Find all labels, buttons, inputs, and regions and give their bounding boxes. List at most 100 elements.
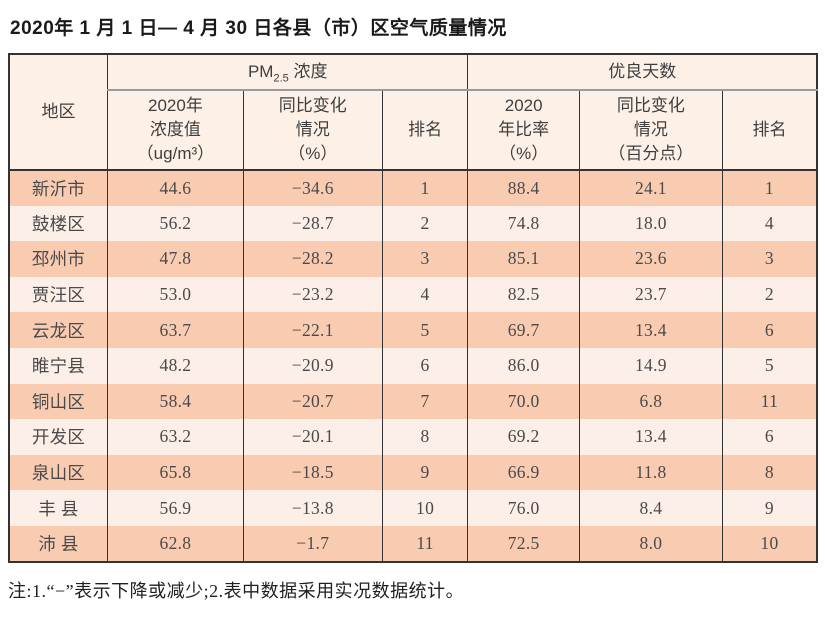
- cell-days-rank: 5: [721, 347, 818, 384]
- cell-region: 贾汪区: [8, 276, 109, 313]
- cell-days-change: 13.4: [578, 419, 723, 455]
- table-row: 开发区 63.2 −20.1 8 69.2 13.4 6: [8, 419, 818, 455]
- cell-region: 鼓楼区: [8, 205, 109, 242]
- header-days-ratio: 2020 年比率 （%）: [467, 90, 580, 171]
- cell-pm-change: −23.2: [242, 276, 383, 313]
- cell-pm-change: −28.7: [242, 205, 383, 242]
- cell-days-change: 23.6: [578, 241, 723, 277]
- cell-pm-change: −18.5: [242, 454, 383, 491]
- cell-days-change: 14.9: [578, 347, 723, 384]
- footnote: 注:1.“−”表示下降或减少;2.表中数据采用实况数据统计。: [8, 580, 465, 601]
- cell-pm-value: 56.2: [107, 205, 244, 242]
- air-quality-table: 地区 PM2.5 浓度 优良天数 2020年 浓度值 （ug/m³） 同比变化 …: [8, 53, 818, 563]
- cell-days-rank: 8: [721, 454, 818, 491]
- header-pm-value: 2020年 浓度值 （ug/m³）: [107, 90, 244, 171]
- table-row: 铜山区 58.4 −20.7 7 70.0 6.8 11: [8, 383, 818, 420]
- table-row: 沛 县 62.8 −1.7 11 72.5 8.0 10: [8, 525, 818, 562]
- cell-days-rank: 2: [721, 276, 818, 313]
- cell-region: 云龙区: [8, 312, 109, 348]
- cell-days-ratio: 86.0: [467, 347, 580, 384]
- cell-days-ratio: 76.0: [467, 490, 580, 526]
- pm25-suffix: 浓度: [288, 62, 328, 82]
- table-row: 丰 县 56.9 −13.8 10 76.0 8.4 9: [8, 490, 818, 526]
- table-row: 贾汪区 53.0 −23.2 4 82.5 23.7 2: [8, 276, 818, 313]
- cell-days-change: 18.0: [578, 205, 723, 242]
- cell-pm-value: 44.6: [107, 170, 244, 206]
- pm25-subscript: 2.5: [273, 72, 289, 85]
- cell-pm-change: −20.9: [242, 347, 383, 384]
- cell-days-ratio: 70.0: [467, 383, 580, 420]
- cell-days-rank: 3: [721, 241, 818, 277]
- header-days-rank: 排名: [721, 90, 818, 171]
- page-title: 2020年 1 月 1 日— 4 月 30 日各县（市）区空气质量情况: [10, 18, 507, 39]
- header-group-row: 地区 PM2.5 浓度 优良天数: [8, 54, 818, 171]
- header-pm-rank: 排名: [381, 90, 469, 171]
- cell-pm-value: 63.7: [107, 312, 244, 348]
- cell-region: 开发区: [8, 419, 109, 455]
- cell-region: 睢宁县: [8, 347, 109, 384]
- cell-pm-rank: 2: [381, 205, 469, 242]
- header-pm-change: 同比变化 情况 （%）: [242, 90, 383, 171]
- cell-pm-value: 56.9: [107, 490, 244, 526]
- cell-pm-change: −1.7: [242, 525, 383, 562]
- table-body: 新沂市 44.6 −34.6 1 88.4 24.1 1 鼓楼区 56.2 −28.7 2 74.8 1…: [8, 170, 818, 562]
- cell-days-rank: 11: [721, 383, 818, 420]
- table-row: 睢宁县 48.2 −20.9 6 86.0 14.9 5: [8, 347, 818, 384]
- cell-region: 泉山区: [8, 454, 109, 491]
- cell-days-ratio: 69.7: [467, 312, 580, 348]
- cell-pm-change: −20.7: [242, 383, 383, 420]
- cell-days-change: 6.8: [578, 383, 723, 420]
- cell-pm-change: −28.2: [242, 241, 383, 277]
- cell-pm-rank: 5: [381, 312, 469, 348]
- cell-days-rank: 6: [721, 419, 818, 455]
- cell-days-ratio: 74.8: [467, 205, 580, 242]
- header-sub-row: 2020年 浓度值 （ug/m³） 同比变化 情况 （%） 排名 2020 年比…: [9, 90, 818, 171]
- cell-days-change: 11.8: [578, 454, 723, 491]
- table-header: 地区 PM2.5 浓度 优良天数 2020年 浓度值 （ug/m³） 同比变化 …: [8, 54, 818, 171]
- header-region: 地区: [8, 54, 109, 171]
- cell-pm-rank: 11: [381, 525, 469, 562]
- cell-days-rank: 9: [721, 490, 818, 526]
- cell-pm-rank: 4: [381, 276, 469, 313]
- cell-days-change: 8.0: [578, 525, 723, 562]
- cell-pm-value: 53.0: [107, 276, 244, 313]
- header-days-change: 同比变化 情况 （百分点）: [578, 90, 723, 171]
- cell-days-rank: 10: [721, 525, 818, 562]
- pm25-prefix: PM: [247, 62, 274, 82]
- cell-region: 沛 县: [8, 525, 109, 562]
- cell-days-rank: 1: [721, 170, 818, 206]
- cell-pm-rank: 3: [381, 241, 469, 277]
- cell-pm-change: −34.6: [242, 170, 383, 206]
- cell-pm-rank: 9: [381, 454, 469, 491]
- cell-days-rank: 6: [721, 312, 818, 348]
- cell-days-ratio: 69.2: [467, 419, 580, 455]
- table-row: 泉山区 65.8 −18.5 9 66.9 11.8 8: [8, 454, 818, 491]
- cell-days-ratio: 85.1: [467, 241, 580, 277]
- header-group-pm25: PM2.5 浓度: [107, 54, 469, 91]
- cell-pm-rank: 7: [381, 383, 469, 420]
- cell-pm-value: 47.8: [107, 241, 244, 277]
- cell-pm-value: 65.8: [107, 454, 244, 491]
- cell-pm-rank: 10: [381, 490, 469, 526]
- cell-days-ratio: 66.9: [467, 454, 580, 491]
- table-row: 新沂市 44.6 −34.6 1 88.4 24.1 1: [8, 170, 818, 206]
- cell-days-change: 24.1: [578, 170, 723, 206]
- cell-region: 新沂市: [8, 170, 109, 206]
- cell-pm-rank: 8: [381, 419, 469, 455]
- cell-pm-change: −13.8: [242, 490, 383, 526]
- cell-pm-value: 63.2: [107, 419, 244, 455]
- cell-region: 丰 县: [8, 490, 109, 526]
- cell-days-rank: 4: [721, 205, 818, 242]
- cell-region: 铜山区: [8, 383, 109, 420]
- cell-days-change: 13.4: [578, 312, 723, 348]
- header-group-good-days: 优良天数: [467, 54, 818, 91]
- cell-pm-value: 58.4: [107, 383, 244, 420]
- table-row: 云龙区 63.7 −22.1 5 69.7 13.4 6: [8, 312, 818, 348]
- cell-days-ratio: 72.5: [467, 525, 580, 562]
- cell-pm-value: 62.8: [107, 525, 244, 562]
- cell-region: 邳州市: [8, 241, 109, 277]
- cell-days-ratio: 88.4: [467, 170, 580, 206]
- cell-days-ratio: 82.5: [467, 276, 580, 313]
- cell-pm-rank: 1: [381, 170, 469, 206]
